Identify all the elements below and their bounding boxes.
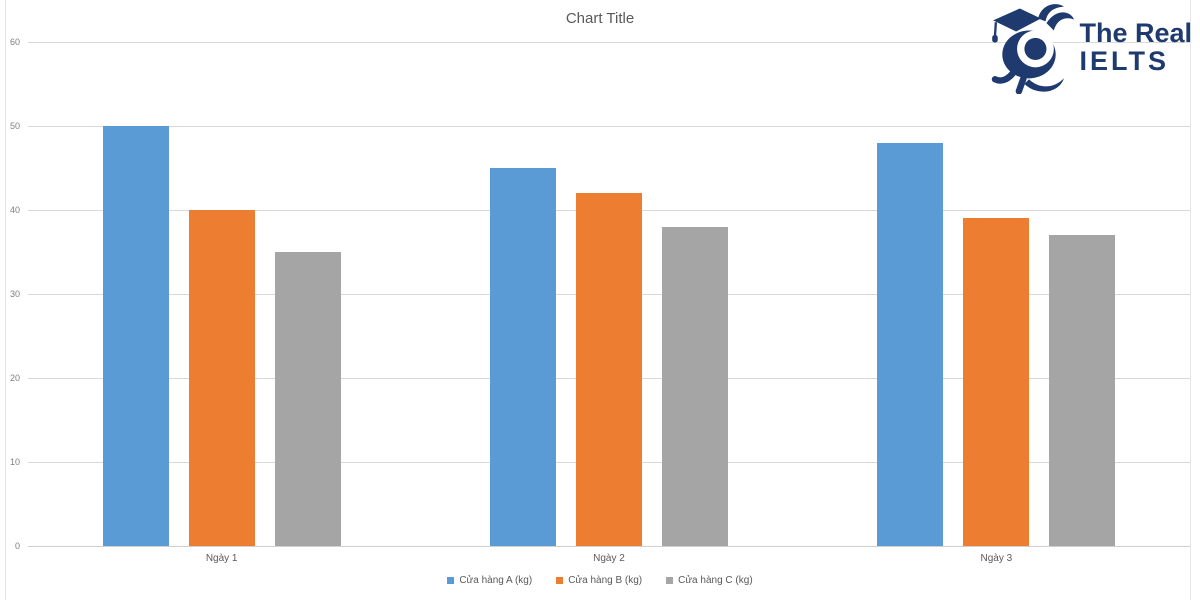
x-axis-label-1: Ngày 1	[205, 553, 238, 564]
legend-label: Cửa hàng A (kg)	[459, 575, 533, 586]
bar-group-3	[803, 0, 1190, 546]
legend-item: Cửa hàng A (kg)	[447, 575, 532, 586]
chart-border-right	[1190, 0, 1191, 600]
gridline-0	[28, 546, 1190, 547]
brand-logo: The Real IELTS	[983, 2, 1192, 94]
x-axis-label-2: Ngày 2	[593, 553, 625, 564]
bar-Cửa hàng B (kg)-Ngày 3	[963, 218, 1030, 546]
bar-Cửa hàng C (kg)-Ngày 2	[661, 226, 728, 546]
bar-Cửa hàng A (kg)-Ngày 1	[102, 126, 169, 546]
legend-label: Cửa hàng B (kg)	[568, 575, 643, 586]
bar-Cửa hàng C (kg)-Ngày 1	[274, 252, 341, 546]
legend-swatch-icon	[556, 577, 564, 584]
bar-Cửa hàng B (kg)-Ngày 2	[575, 193, 642, 546]
x-axis-label-3: Ngày 3	[980, 553, 1013, 564]
y-axis-tick-60: 60	[9, 37, 20, 47]
bar-Cửa hàng C (kg)-Ngày 3	[1049, 235, 1116, 546]
chart-border-left	[5, 0, 6, 600]
legend-swatch-icon	[447, 577, 455, 584]
y-axis-tick-20: 20	[9, 373, 20, 383]
chart-title: Chart Title	[565, 10, 635, 27]
y-axis-tick-40: 40	[9, 205, 20, 215]
bar-Cửa hàng A (kg)-Ngày 3	[877, 142, 944, 546]
bar-Cửa hàng B (kg)-Ngày 1	[188, 210, 255, 546]
gridline-60	[28, 42, 1190, 43]
logo-text-line1: The Real	[1079, 18, 1192, 49]
legend-label: Cửa hàng C (kg)	[678, 575, 753, 586]
legend-item: Cửa hàng C (kg)	[666, 575, 753, 586]
bar-Cửa hàng A (kg)-Ngày 2	[489, 168, 556, 546]
gridline-50	[28, 126, 1190, 127]
legend: Cửa hàng A (kg) Cửa hàng B (kg) Cửa hàng C…	[0, 575, 1200, 586]
y-axis-tick-50: 50	[9, 121, 20, 131]
y-axis-tick-10: 10	[9, 457, 20, 467]
y-axis-tick-30: 30	[9, 289, 20, 299]
legend-swatch-icon	[666, 577, 674, 584]
logo-text: The Real IELTS	[1079, 20, 1192, 75]
legend-item: Cửa hàng B (kg)	[556, 575, 642, 586]
bar-group-1	[28, 0, 415, 546]
logo-text-line2: IELTS	[1079, 46, 1169, 76]
mascot-icon	[992, 4, 1075, 94]
y-axis-tick-0: 0	[14, 541, 20, 551]
bar-group-2	[415, 0, 802, 546]
